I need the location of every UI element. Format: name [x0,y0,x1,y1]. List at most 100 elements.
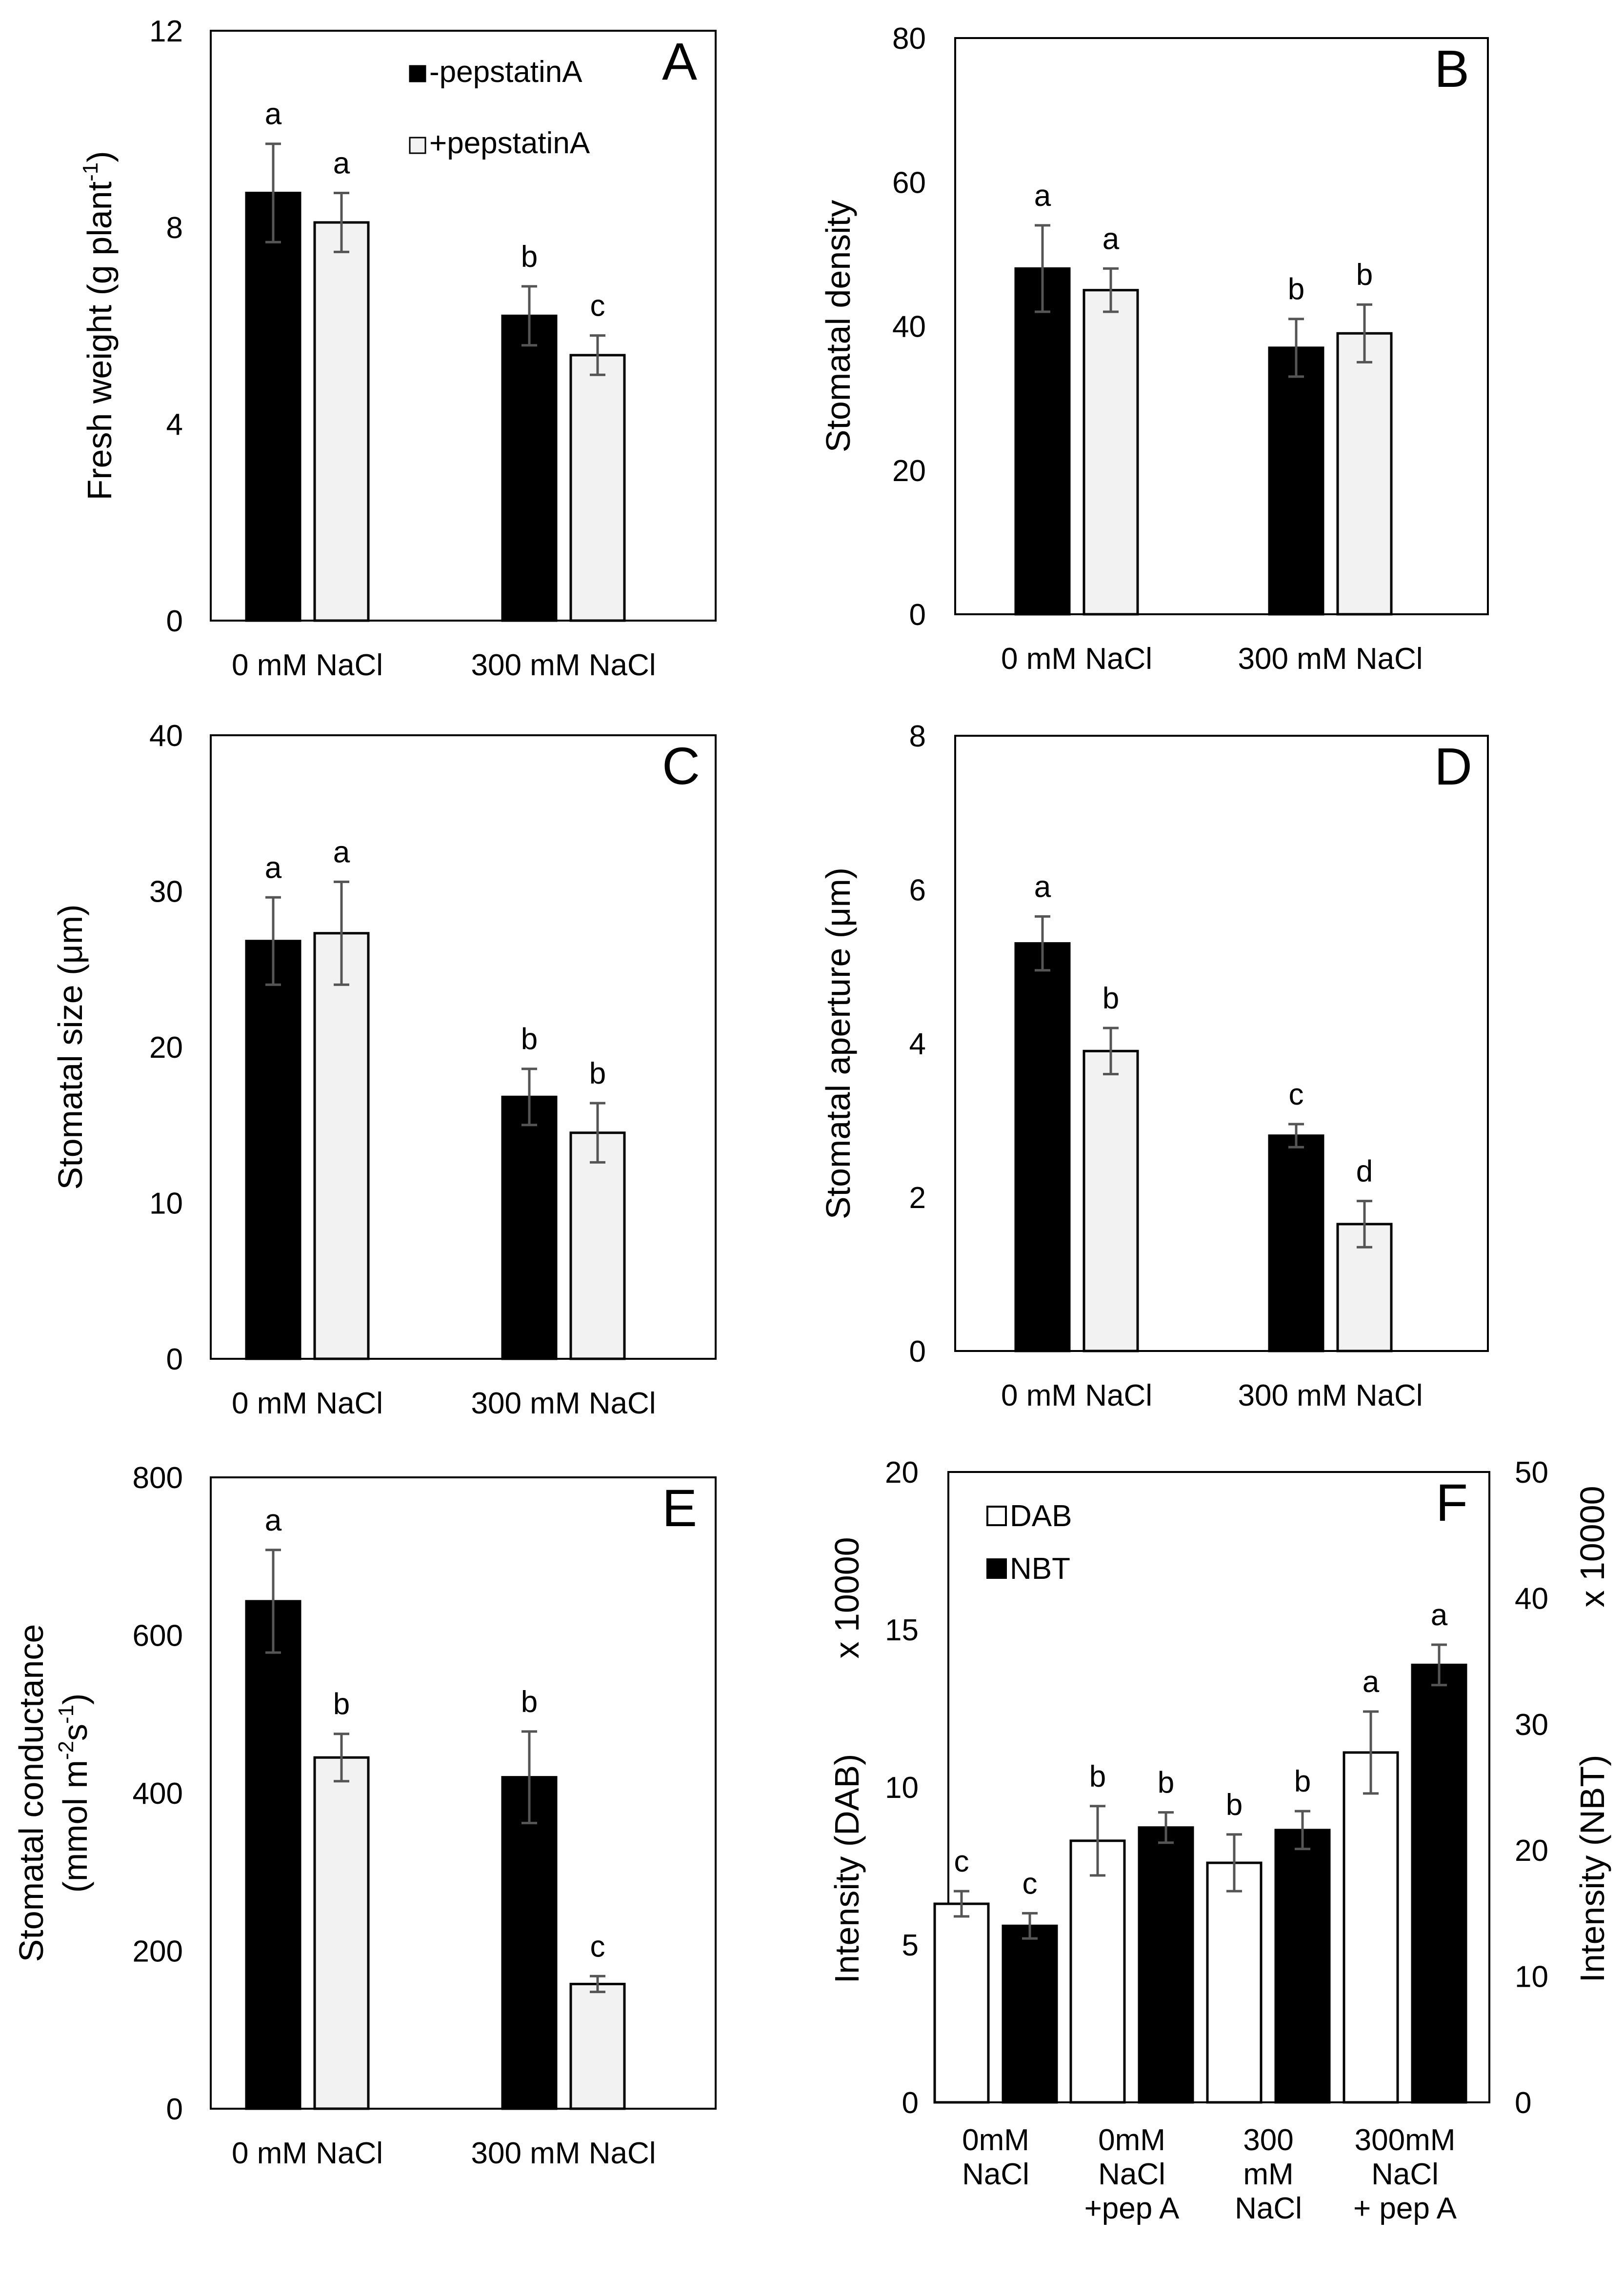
panel-letter: D [1434,737,1472,796]
y-tick-label-right: 40 [1515,1582,1548,1615]
significance-letter: b [521,1685,538,1719]
bar-dab [1343,1751,1399,2104]
bar-nbt [1002,1924,1058,2104]
x-category-label: 300 mM NaCl [471,2137,656,2170]
x-category-label: 0 mM NaCl [232,648,383,682]
bar-pepstatina [313,221,370,622]
y-tick-label-right: 0 [1515,2086,1531,2120]
panel-letter: F [1436,1473,1468,1532]
y-axis-title: Stomatal density [819,200,857,452]
plot-frame [954,37,1489,615]
y-tick-label-right: 20 [1515,1834,1548,1868]
label-part: Stomatal conductance [12,1624,50,1962]
x-category-label: + pep A [1353,2192,1457,2225]
bar-nbt [1411,1663,1467,2104]
y-tick-label: 30 [149,875,183,909]
y-axis-title-left: Intensity (DAB) [828,1754,866,1984]
bar-pepstatina [569,1982,626,2110]
legend-label: NBT [1010,1552,1070,1586]
bar-pepstatina [1268,1134,1324,1352]
significance-letter: b [521,240,538,274]
legend-swatch [986,1558,1007,1579]
x-category-label: 300 mM NaCl [471,1387,656,1420]
bar-pepstatina [245,191,301,622]
panel-b: B 0 20 40 60 80 a b a b 0 mM NaCl 300 mM NaCl Stomat… [819,22,1489,676]
y-tick-label: 20 [892,454,926,488]
y-tick-label: 40 [149,719,183,753]
y-tick-label: 12 [149,15,183,48]
significance-letter: b [1158,1766,1174,1800]
x-category-label: NaCl [962,2157,1029,2191]
bar-pepstatina [313,932,370,1360]
x-category-label: 300 mM NaCl [1238,642,1423,676]
panel-letter: B [1434,39,1469,98]
bar-dab [933,1902,990,2104]
significance-letter: a [333,146,350,180]
label-part: ) [80,151,119,162]
x-category-label: 300mM [1355,2123,1456,2157]
y-tick-label: 20 [149,1031,183,1065]
y-axis-title-units: (mmol m-2s-1) [54,1693,94,1893]
panel-c: C 0 10 20 30 40 a b a b 0 mM NaCl 300 mM NaCl Stomat… [51,719,717,1420]
bar-pepstatina [1014,267,1071,616]
bar-pepstatina [1083,289,1139,616]
legend-swatch [986,1506,1007,1526]
bar-nbt [1274,1829,1331,2104]
legend-swatch [409,137,426,154]
legend-label: -pepstatinA [429,55,582,89]
bar-nbt [1138,1826,1194,2104]
y-tick-label: 0 [909,1335,926,1369]
y-tick-label: 200 [133,1935,183,1969]
significance-letter: a [265,98,282,131]
bar-pepstatina [501,314,558,622]
panel-e: E 0 200 400 600 800 a b b c 0 mM NaCl 300 mM NaCl St… [12,1461,717,2170]
legend-swatch [409,65,426,82]
label-part: s [56,1724,94,1741]
x-category-label: 0 mM NaCl [232,1387,383,1420]
significance-letter: c [954,1845,969,1878]
significance-letter: a [1431,1598,1448,1632]
label-part: -1 [79,162,102,181]
y-tick-label: 0 [909,598,926,632]
x-category-label: 0mM [962,2123,1029,2157]
x-category-label: NaCl [1235,2192,1302,2225]
plot-frame [210,1476,717,2110]
panel-d: D 0 2 4 6 8 a c b d 0 mM NaCl 300 mM NaCl Stomatal a… [819,720,1489,1412]
y-tick-label: 0 [166,1343,183,1376]
significance-letter: a [265,1504,282,1537]
significance-letter: b [333,1688,350,1721]
plot-frame [210,734,717,1360]
y-tick-label: 800 [133,1461,183,1495]
bar-pepstatina [1336,332,1393,616]
significance-letter: a [1034,870,1051,904]
y-tick-label: 8 [909,720,926,753]
y-tick-label-right: 10 [1515,1960,1548,1994]
legend-label: +pepstatinA [429,126,590,160]
significance-letter: a [265,851,282,885]
bar-pepstatina [313,1756,370,2110]
plot-frame [210,30,717,622]
x-category-label: 0mM [1098,2123,1165,2157]
y-tick-label: 5 [902,1929,919,1962]
y-tick-label: 400 [133,1777,183,1811]
y-tick-label: 2 [909,1181,926,1215]
significance-letter: c [590,1930,605,1963]
x-category-label: NaCl [1098,2157,1165,2191]
panel-letter: E [662,1478,697,1537]
panel-letter: C [662,736,700,795]
significance-letter: b [1226,1788,1243,1822]
y-tick-label: 0 [902,2086,919,2120]
significance-letter: a [1103,222,1120,256]
y-axis-scale-right: x 10000 [1573,1486,1611,1607]
panel-letter: A [662,32,697,91]
y-tick-label: 60 [892,166,926,200]
y-tick-label: 20 [885,1456,919,1490]
significance-letter: c [1289,1078,1304,1111]
y-axis-title: Stomatal conductance [12,1624,50,1962]
significance-letter: a [333,835,350,869]
x-category-label: 300 [1243,2123,1293,2157]
x-category-label: +pep A [1084,2192,1180,2225]
significance-letter: b [1089,1760,1106,1794]
